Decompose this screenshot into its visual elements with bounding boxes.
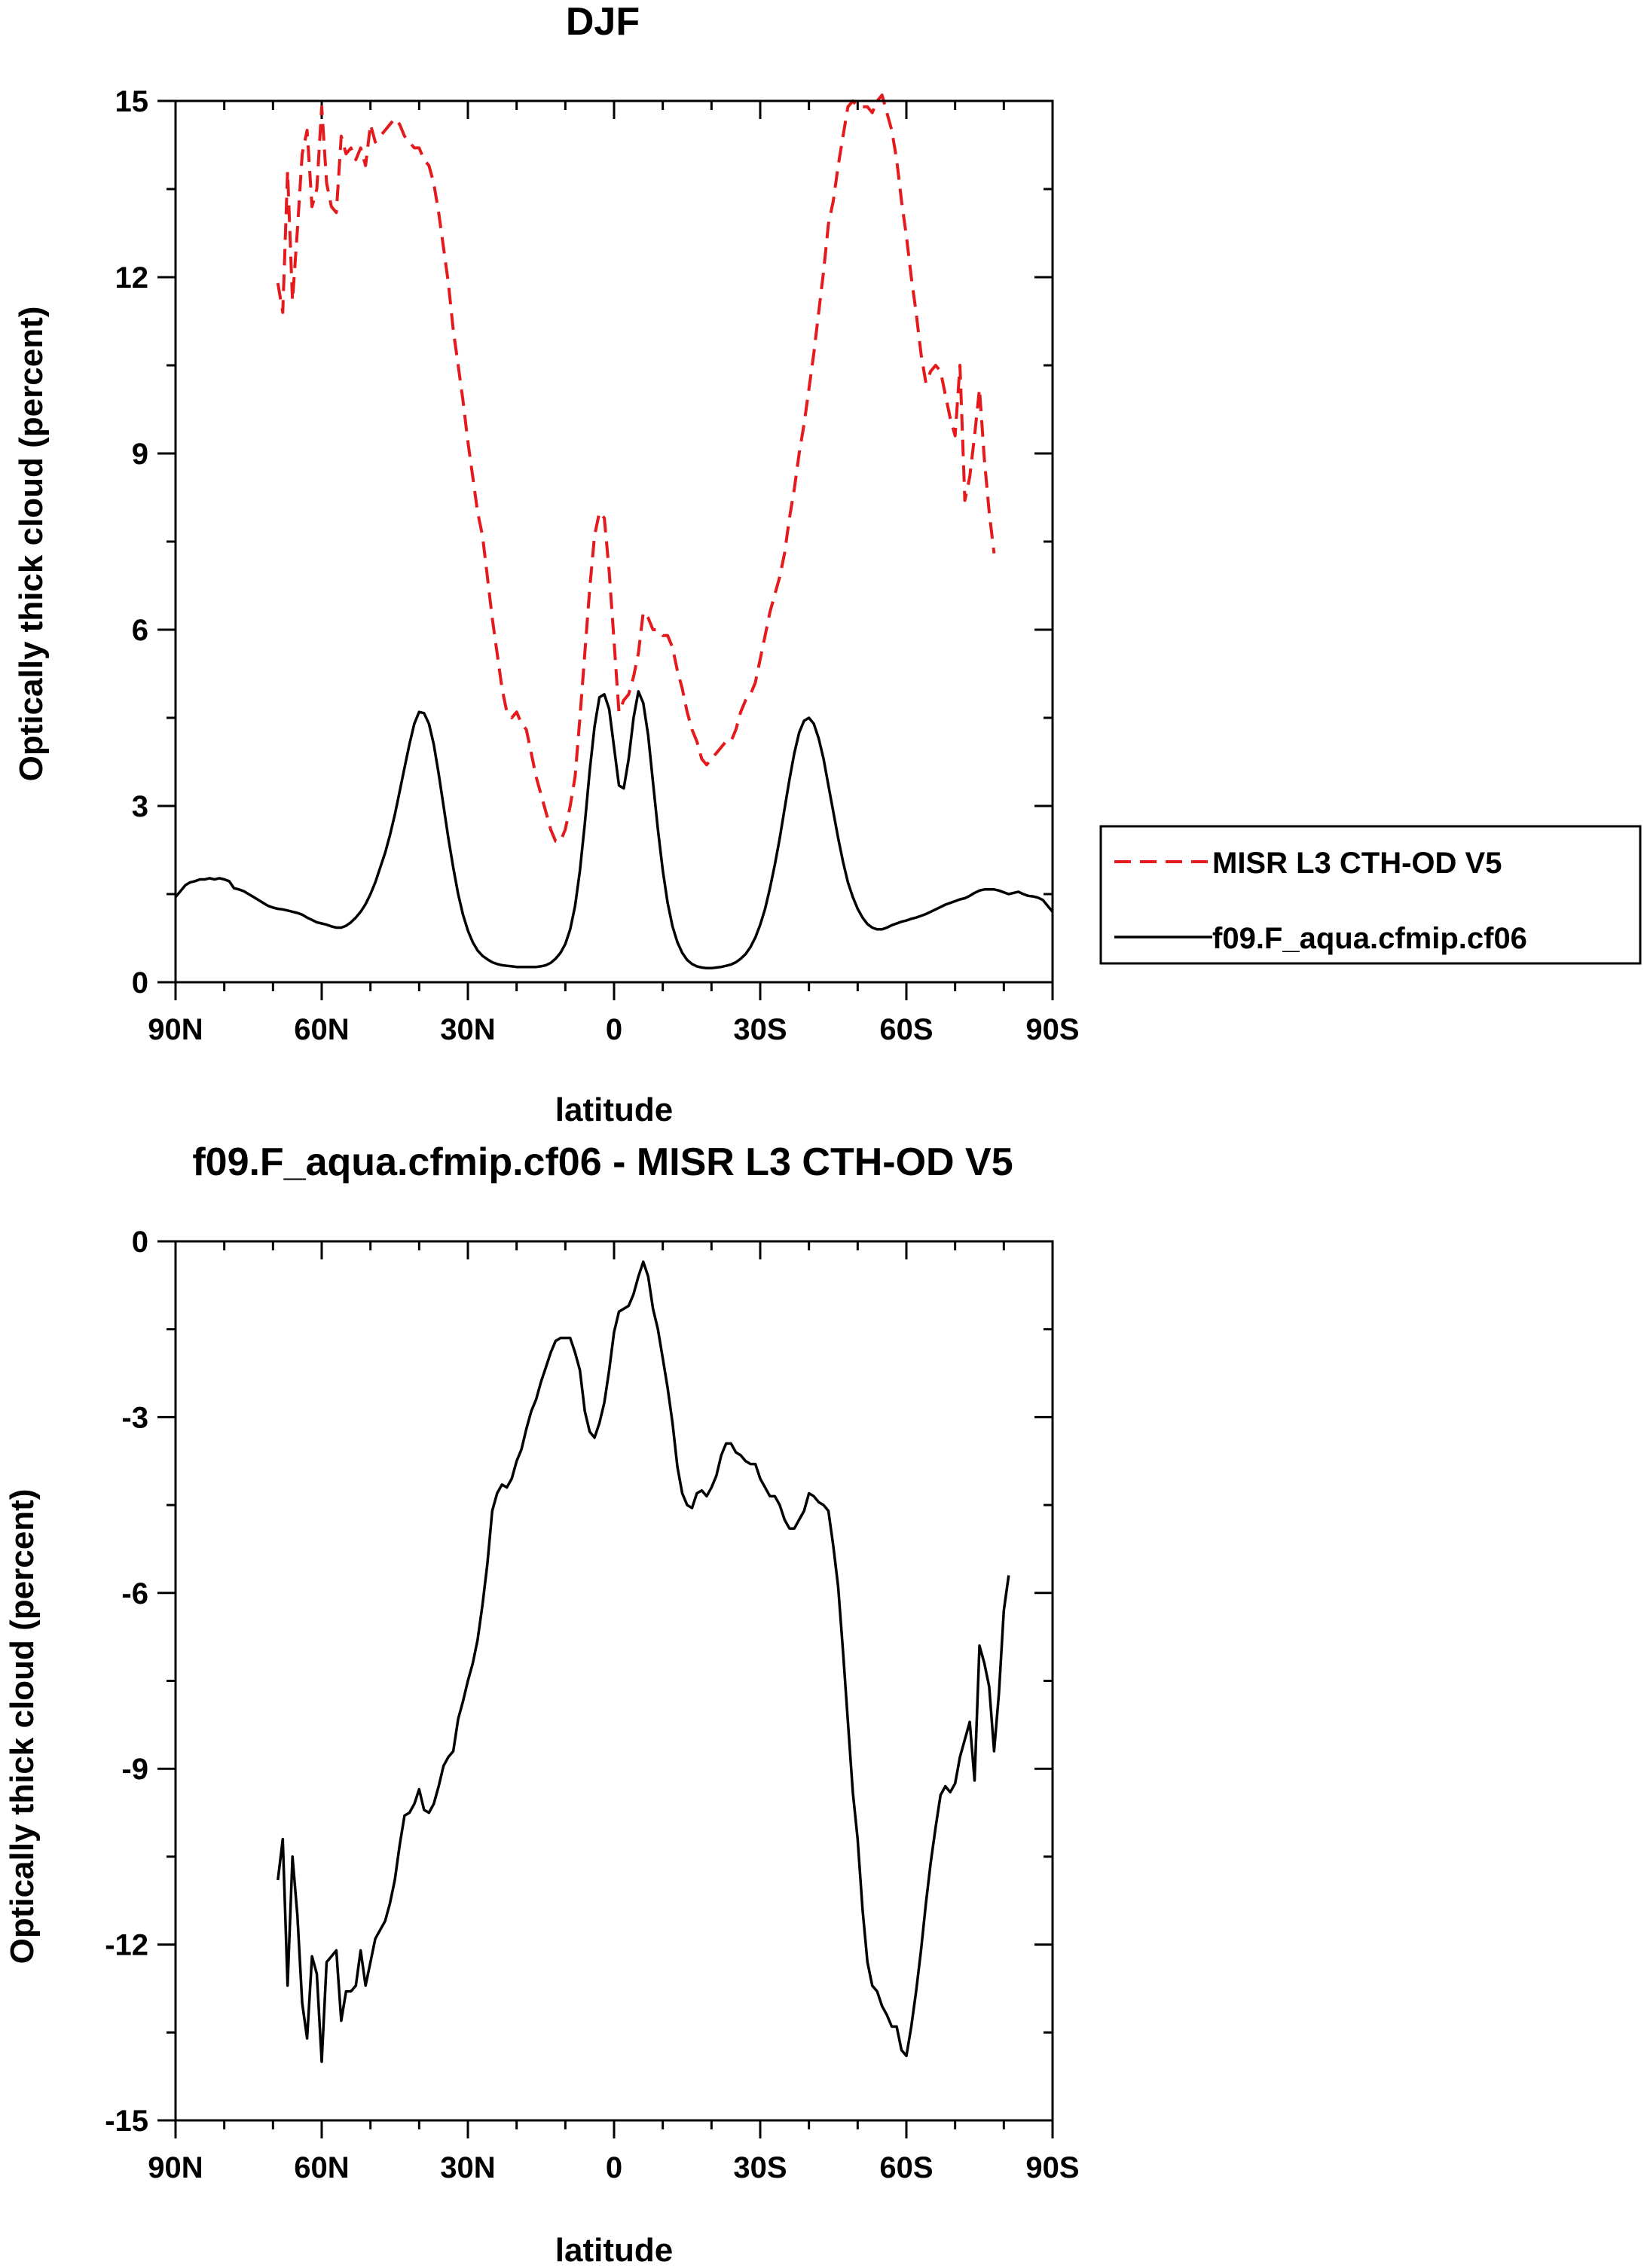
- x-tick-label: 60S: [879, 1013, 933, 1046]
- plot-frame-djf: [174, 99, 1054, 984]
- x-tick-label: 60N: [294, 1013, 349, 1046]
- y-tick-labels-difference: -15 -12 -9 -6 -3 0: [105, 1226, 148, 2138]
- y-tick-label: -3: [121, 1401, 148, 1434]
- x-tick-label: 60N: [294, 2151, 349, 2184]
- x-axis-label-difference: latitude: [555, 2232, 673, 2268]
- x-tick-label: 90N: [148, 1013, 203, 1046]
- x-tick-labels-djf: 90N 60N 30N 0 30S 60S 90S: [148, 1013, 1079, 1046]
- legend-label-misr: MISR L3 CTH-OD V5: [1212, 847, 1502, 880]
- x-tick-label: 30S: [733, 2151, 787, 2184]
- y-tick-label: 0: [132, 1226, 148, 1259]
- x-tick-label: 90S: [1025, 2151, 1079, 2184]
- y-tick-label: 12: [115, 261, 149, 295]
- x-tick-label: 90N: [148, 2151, 203, 2184]
- x-axis-label-djf: latitude: [555, 1091, 673, 1128]
- y-tick-label: 6: [132, 614, 148, 647]
- plot-frame-difference: [174, 1240, 1054, 2122]
- x-tick-label: 90S: [1025, 1013, 1079, 1046]
- chart-title-difference: f09.F_aqua.cfmip.cf06 - MISR L3 CTH-OD V…: [192, 1140, 1013, 1184]
- legend: MISR L3 CTH-OD V5 f09.F_aqua.cfmip.cf06: [1099, 825, 1642, 965]
- x-tick-label: 30N: [440, 1013, 495, 1046]
- legend-box: [1099, 825, 1642, 965]
- y-tick-label: -12: [105, 1929, 148, 1962]
- x-tick-label: 60S: [879, 2151, 933, 2184]
- x-tick-label: 30S: [733, 1013, 787, 1046]
- y-tick-label: 0: [132, 966, 148, 1000]
- chart-difference: f09.F_aqua.cfmip.cf06 - MISR L3 CTH-OD V…: [4, 1140, 1080, 2268]
- x-tick-labels-difference: 90N 60N 30N 0 30S 60S 90S: [148, 2151, 1079, 2184]
- x-tick-label: 0: [606, 1013, 622, 1046]
- y-tick-label: 3: [132, 790, 148, 823]
- chart-title-djf: DJF: [566, 0, 640, 44]
- chart-djf: DJF Optically thick cloud (percent) lati…: [13, 0, 1080, 1128]
- series-line-model: [277, 1260, 1010, 2063]
- y-tick-label: -9: [121, 1753, 148, 1786]
- x-tick-label: 30N: [440, 2151, 495, 2184]
- y-tick-labels-djf: 0 3 6 9 12 15: [115, 85, 149, 1000]
- y-axis-label-djf: Optically thick cloud (percent): [13, 307, 50, 782]
- series-lines-djf: [174, 93, 1054, 970]
- series-line-model: [174, 690, 1054, 970]
- legend-label-model: f09.F_aqua.cfmip.cf06: [1212, 922, 1527, 955]
- y-tick-label: -15: [105, 2105, 148, 2138]
- y-axis-label-difference: Optically thick cloud (percent): [4, 1489, 41, 1964]
- series-lines-difference: [277, 1260, 1010, 2063]
- y-tick-label: -6: [121, 1577, 148, 1610]
- y-tick-label: 15: [115, 85, 149, 118]
- y-tick-label: 9: [132, 438, 148, 471]
- x-tick-label: 0: [606, 2151, 622, 2184]
